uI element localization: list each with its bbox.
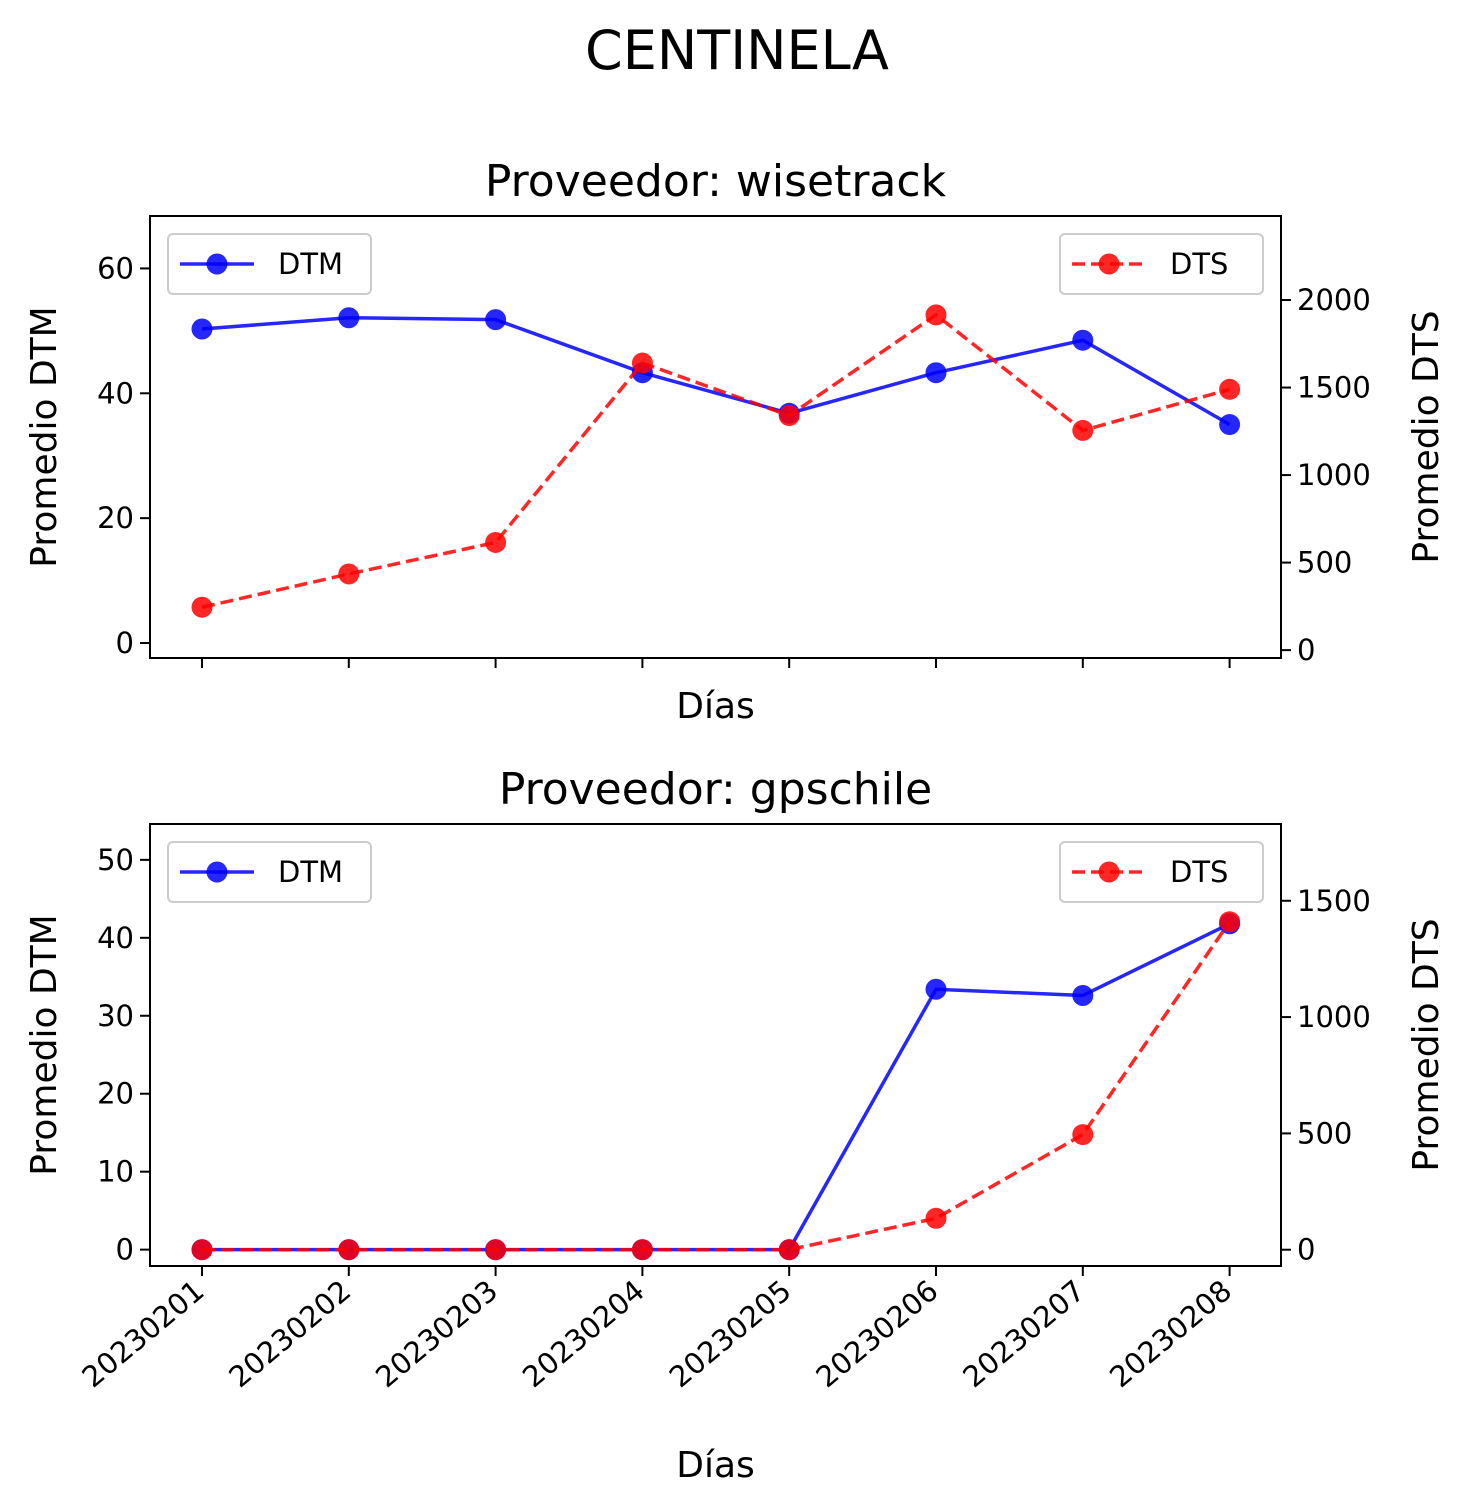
legend-box — [167, 233, 372, 295]
y-right-tick-label: 500 — [1297, 1116, 1352, 1150]
data-point-dts — [191, 596, 213, 618]
data-point-dts — [1219, 378, 1241, 400]
y-right-tick-label: 0 — [1297, 1233, 1315, 1267]
y-left-axis-label: Promedio DTM — [24, 914, 65, 1175]
y-left-axis-label: Promedio DTM — [24, 306, 65, 567]
y-left-tick-label: 20 — [97, 501, 134, 535]
legend-label: DTM — [278, 855, 343, 889]
y-left-tick-label: 10 — [97, 1155, 134, 1189]
data-point-dts — [338, 1239, 360, 1261]
data-point-dts — [925, 304, 947, 326]
data-point-dtm — [485, 309, 507, 331]
y-right-tick-label: 1500 — [1297, 884, 1371, 918]
chart-title: Proveedor: wisetrack — [485, 156, 947, 207]
y-right-axis-label: Promedio DTS — [1406, 918, 1447, 1171]
data-point-dtm — [1072, 984, 1094, 1006]
data-point-dts — [1072, 419, 1094, 441]
data-point-dts — [191, 1239, 213, 1261]
data-point-dts — [485, 1239, 507, 1261]
panel-wisetrack: Proveedor: wisetrack Días 0 20 40 60 0 500 1000 1… — [24, 156, 1447, 727]
legend-marker — [206, 253, 228, 275]
y-right-tick-label: 500 — [1297, 546, 1352, 580]
legend-box — [1059, 841, 1264, 903]
plot-area — [149, 823, 1282, 1267]
x-tick-label: 20230207 — [956, 1273, 1091, 1394]
y-right-tick-label: 1000 — [1297, 458, 1371, 492]
data-point-dts — [631, 352, 653, 374]
data-point-dts — [1072, 1124, 1094, 1146]
y-right-tick-label: 2000 — [1297, 283, 1371, 317]
legend-dts: DTS — [1059, 841, 1264, 903]
x-tick-label: 20230201 — [76, 1273, 211, 1394]
x-tick-label: 20230208 — [1103, 1273, 1238, 1394]
y-right-tick-label: 1000 — [1297, 1000, 1371, 1034]
legend-label: DTM — [278, 247, 343, 281]
x-tick-label: 20230206 — [810, 1273, 945, 1394]
legend-dts: DTS — [1059, 233, 1264, 295]
legend-marker — [1098, 861, 1120, 883]
data-point-dtm — [338, 307, 360, 329]
legend-box — [167, 841, 372, 903]
y-right-tick-label: 1500 — [1297, 371, 1371, 405]
x-tick-label: 20230205 — [663, 1273, 798, 1394]
data-point-dtm — [925, 362, 947, 384]
data-point-dts — [778, 405, 800, 427]
y-left-tick-label: 60 — [97, 251, 134, 285]
chart-title: Proveedor: gpschile — [499, 764, 932, 815]
series-line-dts — [202, 920, 1232, 1252]
data-point-dts — [778, 1239, 800, 1261]
y-left-tick-label: 0 — [116, 1233, 134, 1267]
data-point-dts — [485, 531, 507, 553]
y-left-tick-label: 0 — [116, 626, 134, 660]
y-left-tick-label: 20 — [97, 1077, 134, 1111]
x-tick-label: 20230202 — [222, 1273, 357, 1394]
x-axis-label: Días — [676, 1445, 755, 1486]
plot-area — [149, 215, 1282, 659]
y-left-tick-label: 30 — [97, 999, 134, 1033]
x-tick-label: 20230204 — [516, 1273, 651, 1394]
legend-marker — [206, 861, 228, 883]
legend-label: DTS — [1170, 247, 1228, 281]
legend-box — [1059, 233, 1264, 295]
x-tick-label: 20230203 — [369, 1273, 504, 1394]
x-axis-label: Días — [676, 686, 755, 727]
data-point-dts — [631, 1239, 653, 1261]
y-left-tick-label: 40 — [97, 921, 134, 955]
data-point-dtm — [1072, 329, 1094, 351]
data-point-dts — [338, 563, 360, 585]
data-point-dtm — [925, 978, 947, 1000]
legend-label: DTS — [1170, 855, 1228, 889]
data-point-dtm — [1219, 414, 1241, 436]
y-right-tick-label: 0 — [1297, 633, 1315, 667]
series-line-dtm — [202, 922, 1231, 1252]
legend-marker — [1098, 253, 1120, 275]
series-line-dts — [201, 312, 1231, 609]
data-point-dts — [1219, 911, 1241, 933]
data-point-dtm — [191, 318, 213, 340]
data-point-dts — [925, 1207, 947, 1229]
y-left-tick-label: 50 — [97, 843, 134, 877]
legend-dtm: DTM — [167, 233, 372, 295]
y-left-tick-label: 40 — [97, 376, 134, 410]
legend-dtm: DTM — [167, 841, 372, 903]
series-line-dtm — [201, 316, 1231, 427]
y-right-axis-label: Promedio DTS — [1406, 310, 1447, 563]
figure-title: CENTINELA — [585, 19, 889, 82]
